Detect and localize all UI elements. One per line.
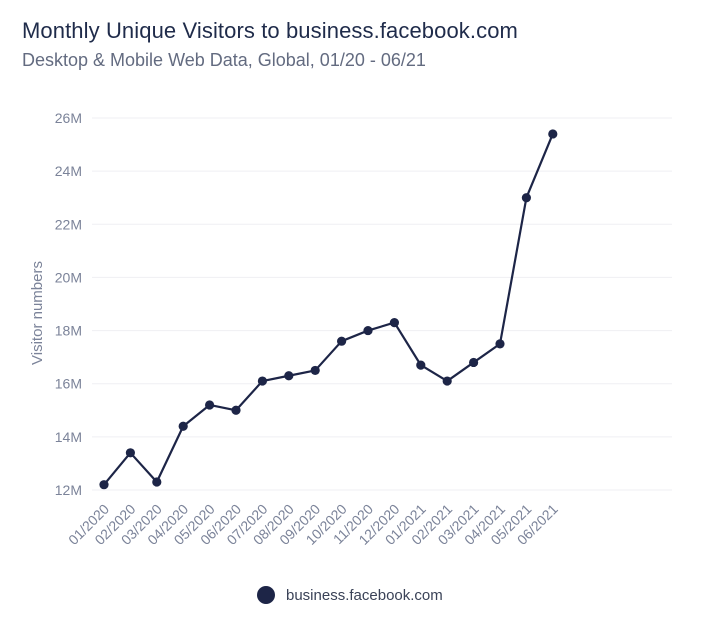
grid-layer xyxy=(92,117,672,491)
y-tick-label: 20M xyxy=(55,269,82,285)
chart-subtitle: Desktop & Mobile Web Data, Global, 01/20… xyxy=(22,50,426,70)
data-point[interactable] xyxy=(416,360,426,370)
data-point[interactable] xyxy=(99,480,109,490)
data-point[interactable] xyxy=(442,376,452,386)
y-axis-ticks: 12M 14M 16M 18M 20M 22M 24M 26M xyxy=(55,110,82,498)
y-axis-label: Visitor numbers xyxy=(29,261,46,365)
data-point[interactable] xyxy=(125,448,135,458)
data-point[interactable] xyxy=(310,365,320,376)
chart-title: Monthly Unique Visitors to business.face… xyxy=(22,18,518,43)
y-tick-label: 26M xyxy=(55,110,82,126)
data-point[interactable] xyxy=(284,371,294,381)
data-point[interactable] xyxy=(205,400,215,410)
x-axis-ticks: 01/202002/202003/202004/202005/202006/20… xyxy=(65,501,561,548)
data-point[interactable] xyxy=(231,405,241,415)
data-point[interactable] xyxy=(363,325,373,336)
data-point[interactable] xyxy=(495,339,505,349)
data-point[interactable] xyxy=(257,376,267,386)
y-tick-label: 24M xyxy=(55,163,82,179)
y-tick-label: 12M xyxy=(55,482,82,498)
series-line xyxy=(103,133,554,486)
y-tick-label: 14M xyxy=(55,429,82,445)
data-point[interactable] xyxy=(469,357,479,368)
data-point[interactable] xyxy=(548,129,558,139)
data-point[interactable] xyxy=(178,421,188,431)
legend-marker xyxy=(257,586,275,604)
data-point[interactable] xyxy=(152,477,162,487)
series-layer xyxy=(99,129,558,490)
y-tick-label: 22M xyxy=(55,216,82,232)
data-point[interactable] xyxy=(337,336,347,346)
legend[interactable]: business.facebook.com xyxy=(257,586,443,604)
y-tick-label: 16M xyxy=(55,376,82,392)
y-tick-label: 18M xyxy=(55,323,82,339)
data-point[interactable] xyxy=(389,318,399,328)
legend-label: business.facebook.com xyxy=(286,587,443,604)
data-point[interactable] xyxy=(521,193,532,203)
